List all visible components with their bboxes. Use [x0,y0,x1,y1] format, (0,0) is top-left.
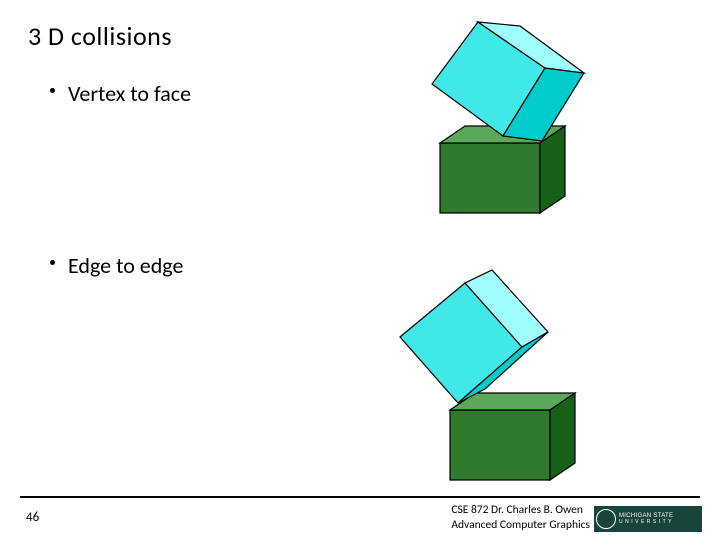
msu-logo: MICHIGAN STATE UNIVERSITY [594,506,702,532]
footer-divider [20,496,700,498]
bullet-dot [50,88,55,93]
cyan-cube [432,22,584,141]
cyan-cube [400,270,548,403]
logo-bottom: UNIVERSITY [619,520,674,525]
green-cube [450,393,575,480]
bullet-dot [50,260,55,265]
footer-text: CSE 872 Dr. Charles B. Owen Advanced Com… [451,503,590,532]
bullet-text: Vertex to face [68,80,191,107]
bullet-vertex-to-face: Vertex to face [68,80,191,107]
cubes-svg [370,18,630,238]
footer-line1: CSE 872 Dr. Charles B. Owen [451,503,590,517]
footer-line2: Advanced Computer Graphics [451,518,590,532]
green-cube [440,126,565,213]
diagram-vertex-to-face [370,18,630,228]
diagram-edge-to-edge [370,275,630,485]
logo-text: MICHIGAN STATE UNIVERSITY [619,513,674,525]
bullet-text: Edge to edge [68,252,183,279]
slide-title: 3 D collisions [28,20,172,52]
logo-seal-icon [596,509,616,529]
cubes-svg [370,275,630,505]
bullet-edge-to-edge: Edge to edge [68,252,183,279]
slide-number: 46 [26,510,39,525]
